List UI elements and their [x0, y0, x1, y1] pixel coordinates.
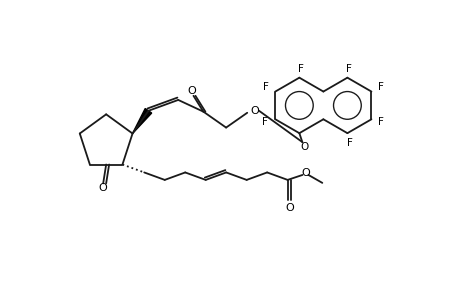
Text: F: F	[346, 64, 352, 74]
Text: O: O	[99, 183, 107, 193]
Text: O: O	[301, 168, 309, 178]
Text: F: F	[263, 82, 269, 92]
Polygon shape	[132, 109, 151, 134]
Text: F: F	[378, 117, 383, 127]
Text: F: F	[378, 82, 383, 92]
Text: O: O	[300, 142, 308, 152]
Text: F: F	[298, 64, 303, 74]
Text: F: F	[347, 138, 353, 148]
Text: F: F	[262, 117, 268, 127]
Text: O: O	[250, 106, 259, 116]
Text: O: O	[187, 86, 196, 96]
Text: O: O	[285, 202, 293, 213]
